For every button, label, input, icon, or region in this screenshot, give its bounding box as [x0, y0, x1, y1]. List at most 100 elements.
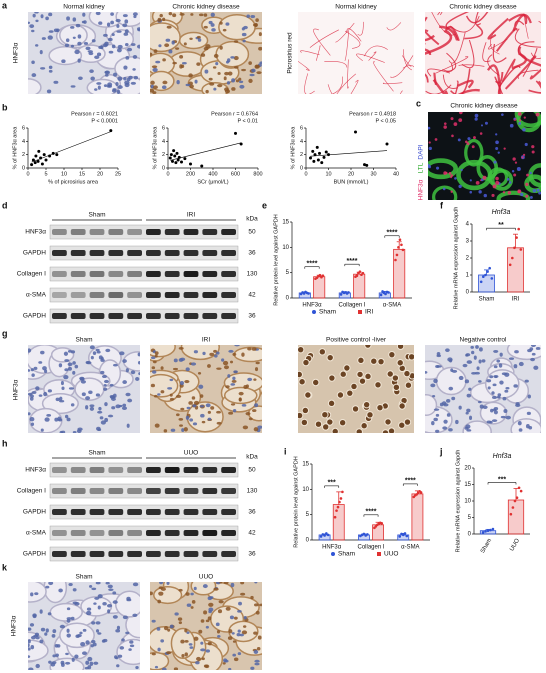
nucleus [82, 651, 88, 656]
collagen-fiber [382, 82, 403, 85]
nucleus [151, 65, 158, 69]
nucleus [495, 133, 498, 136]
legend-label: Sham [338, 551, 355, 558]
nucleus [209, 82, 215, 86]
nucleus [250, 595, 254, 600]
nucleus [29, 24, 35, 29]
nucleus [158, 586, 164, 590]
nucleus [428, 146, 432, 151]
collagen-fiber [530, 52, 541, 59]
point [33, 161, 37, 165]
nucleus [495, 140, 499, 145]
nucleus [66, 619, 71, 623]
nucleus [207, 410, 212, 414]
image-title: Sham [76, 574, 93, 581]
nucleus [30, 394, 34, 398]
band-label: Collagen I [17, 271, 46, 278]
nucleus [116, 24, 120, 28]
point [322, 155, 326, 159]
collagen-fiber [344, 30, 350, 61]
nucleus [70, 350, 76, 354]
micrograph-bg [298, 12, 414, 94]
y-axis-label: % of HNF3α area [152, 126, 158, 170]
nucleus [89, 345, 95, 350]
nucleus [117, 85, 123, 89]
data-point [398, 238, 402, 242]
tubule [50, 347, 75, 363]
nucleus [153, 85, 158, 90]
nucleus [248, 78, 253, 84]
panel-letter: h [2, 438, 8, 448]
nucleus [59, 396, 63, 401]
nucleus [216, 367, 222, 370]
data-point [347, 291, 350, 294]
nucleus [40, 428, 44, 432]
blot-band [127, 551, 142, 557]
nucleus [91, 39, 96, 43]
nucleus [241, 352, 245, 357]
nucleus [513, 384, 518, 388]
nucleus [224, 87, 229, 92]
hepatocyte-nucleus [322, 423, 330, 431]
band-label: Collagen I [17, 488, 46, 495]
nucleus [59, 400, 65, 403]
collagen-fiber [356, 53, 385, 63]
nucleus [188, 643, 193, 646]
band-label: GAPDH [23, 509, 46, 516]
nucleus [527, 394, 531, 399]
nucleus [163, 429, 168, 433]
nucleus [64, 359, 70, 362]
nucleus [227, 71, 233, 76]
nucleus [201, 657, 205, 661]
bar [507, 247, 524, 293]
collagen-fiber [331, 76, 343, 94]
nucleus [160, 366, 164, 370]
point [312, 159, 316, 163]
hepatocyte-nucleus [357, 356, 365, 365]
nucleus [190, 606, 194, 609]
legend-label: UUO [384, 551, 398, 558]
nucleus [34, 592, 39, 596]
nucleus [104, 417, 109, 423]
tubule [86, 78, 119, 94]
x-axis-label: BUN (mmol/L) [334, 179, 369, 185]
nucleus [30, 644, 35, 650]
x-tick-label: 40 [393, 171, 399, 177]
blot-band [164, 250, 180, 256]
blot-band [89, 551, 105, 557]
nucleus [199, 394, 204, 398]
group-label: Sham [89, 450, 106, 457]
nucleus [60, 380, 64, 386]
nucleus [476, 366, 480, 371]
nucleus [233, 56, 239, 61]
tubule [41, 392, 79, 415]
nucleus [154, 351, 159, 356]
collagen-fiber [487, 54, 500, 76]
nucleus [252, 23, 258, 27]
nucleus [213, 354, 218, 358]
nucleus [193, 636, 199, 641]
nucleus [458, 118, 463, 123]
row-label: HNF3α [13, 42, 20, 63]
nucleus [179, 13, 185, 16]
blot-band [202, 229, 218, 235]
nucleus [486, 379, 492, 383]
data-point [333, 515, 337, 519]
data-point [513, 499, 517, 503]
blot-band [89, 467, 105, 473]
nucleus [94, 88, 98, 91]
nucleus [245, 384, 249, 389]
nucleus [469, 415, 473, 420]
collagen-fiber [458, 64, 485, 67]
blot-band [146, 530, 161, 536]
nucleus [479, 404, 484, 409]
nucleus [91, 640, 96, 644]
nucleus [480, 124, 484, 127]
blot-band [202, 530, 218, 536]
nucleus [171, 40, 175, 45]
nucleus [75, 23, 81, 28]
blot-band [221, 467, 236, 473]
nucleus [110, 395, 116, 400]
collagen-fiber [446, 52, 457, 73]
data-point [321, 274, 325, 278]
